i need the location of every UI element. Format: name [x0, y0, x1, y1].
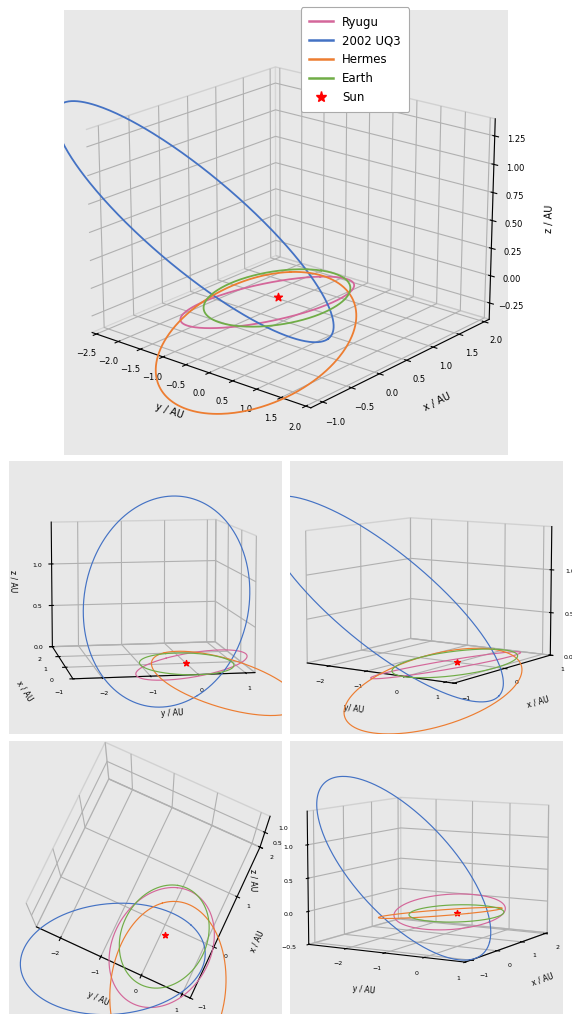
- X-axis label: y / AU: y / AU: [161, 709, 184, 719]
- X-axis label: y / AU: y / AU: [86, 990, 110, 1008]
- Y-axis label: y / AU: y / AU: [352, 984, 375, 995]
- Y-axis label: x / AU: x / AU: [15, 679, 34, 703]
- X-axis label: y / AU: y / AU: [154, 401, 185, 421]
- X-axis label: x / AU: x / AU: [531, 971, 555, 987]
- X-axis label: y/ AU: y/ AU: [343, 702, 364, 715]
- Y-axis label: x / AU: x / AU: [248, 929, 265, 953]
- Y-axis label: x / AU: x / AU: [526, 694, 550, 710]
- Legend: Ryugu, 2002 UQ3, Hermes, Earth, Sun: Ryugu, 2002 UQ3, Hermes, Earth, Sun: [301, 7, 409, 113]
- Y-axis label: x / AU: x / AU: [422, 390, 452, 413]
